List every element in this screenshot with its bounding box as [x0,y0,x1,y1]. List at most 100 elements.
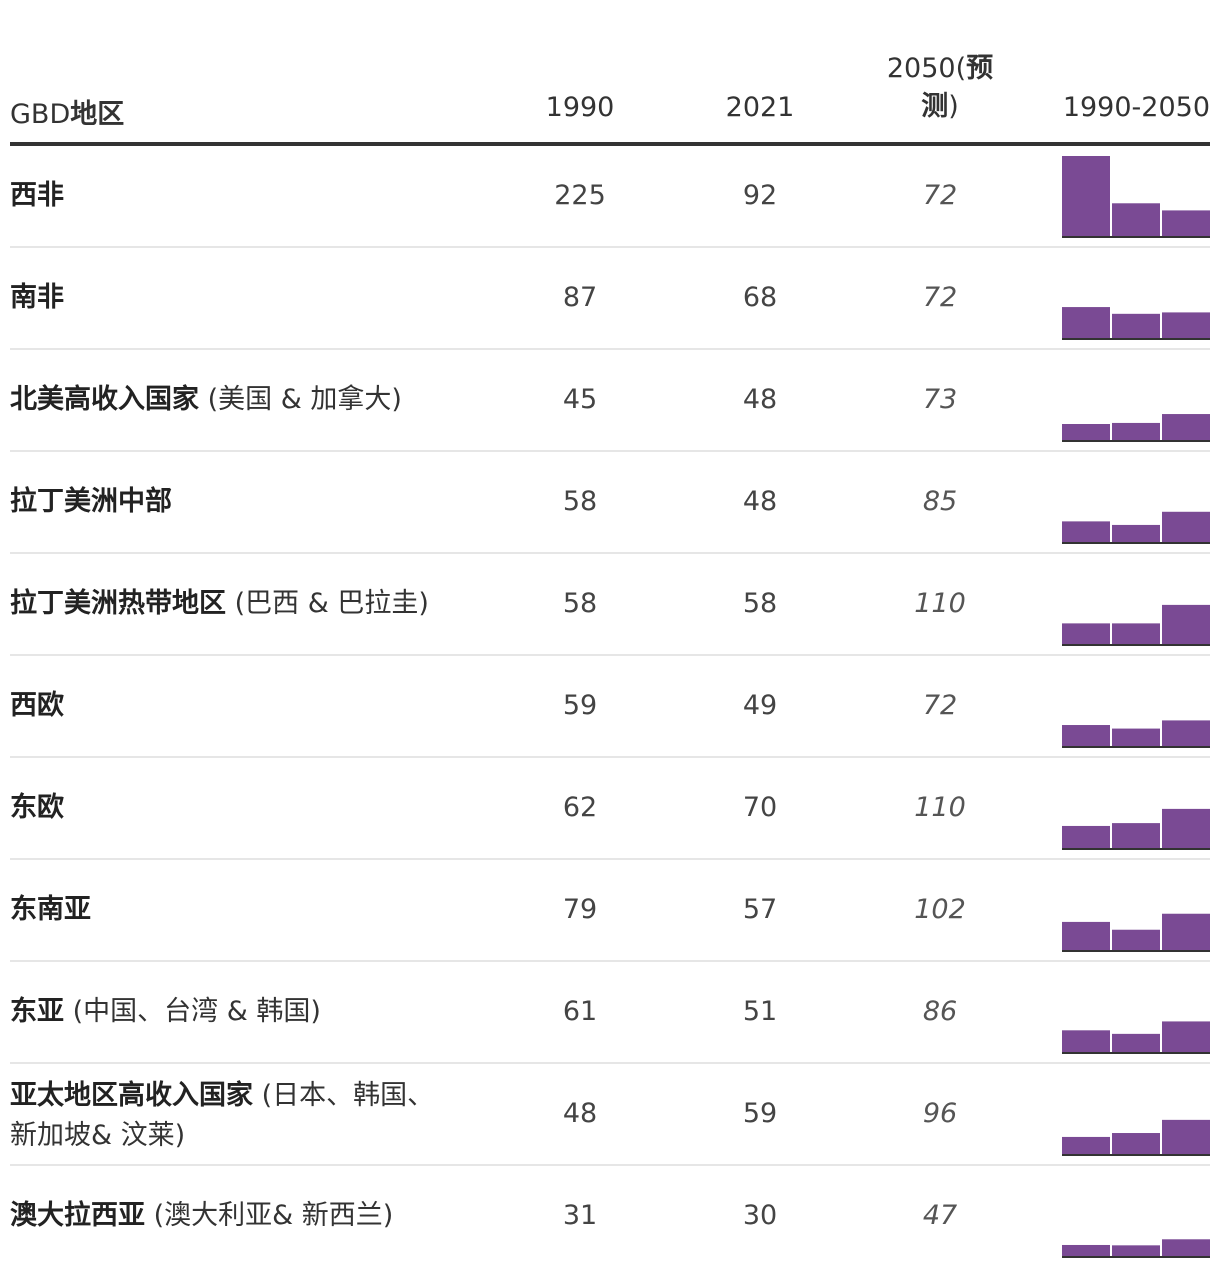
sparkline-bar-2021 [1112,203,1160,236]
sparkline-bar-1990 [1062,156,1110,236]
value-2021: 59 [742,1098,778,1129]
table-header: GBD地区 1990 2021 2050(预 测) 1990-2050 [10,0,1210,146]
header-region-cjk: 地区 [70,99,125,130]
sparkline [1062,156,1210,238]
value-2050-forecast: 72 [922,690,958,721]
sparkline-bar-2050 [1162,720,1210,746]
table-row: 南非 87 68 72 [10,248,1210,350]
sparkline-bar-2021 [1112,1245,1160,1256]
value-2050-forecast: 72 [922,282,958,313]
value-2021: 70 [742,792,778,823]
region-name: 拉丁美洲中部 [10,482,470,522]
value-1990: 225 [554,180,606,211]
region-name-main: 东亚 [10,996,64,1027]
sparkline [1062,1119,1210,1156]
region-name-main: 亚太地区高收入国家 [10,1080,253,1111]
sparkline [1062,604,1210,646]
region-name-main: 拉丁美洲中部 [10,486,172,517]
sparkline-bar-2021 [1112,524,1160,542]
sparkline-bar-1990 [1062,521,1110,542]
sparkline [1062,1239,1210,1258]
header-region: GBD地区 [10,92,124,131]
sparkline-bar-1990 [1062,1030,1110,1052]
value-2021: 48 [742,384,778,415]
sparkline [1062,307,1210,340]
sparkline-bar-2021 [1112,1033,1160,1052]
header-2050-part3: 测 [921,91,949,122]
sparkline-bar-2021 [1112,929,1160,950]
value-1990: 58 [562,486,598,517]
region-name: 北美高收入国家 (美国 & 加拿大) [10,380,470,420]
sparkline-bar-2050 [1162,604,1210,644]
header-2050-part1: 2050( [886,53,967,84]
sparkline [1062,1021,1210,1054]
sparkline-bar-2050 [1162,1119,1210,1154]
table-row: 东欧 62 70 110 [10,758,1210,860]
sparkline-bar-1990 [1062,1136,1110,1154]
region-name-detail: (日本、韩国、 [253,1080,435,1111]
table-row: 拉丁美洲热带地区 (巴西 & 巴拉圭) 58 58 110 [10,554,1210,656]
table-row: 西欧 59 49 72 [10,656,1210,758]
region-name-main: 拉丁美洲热带地区 [10,588,226,619]
sparkline-bar-2021 [1112,313,1160,338]
sparkline-bar-1990 [1062,921,1110,950]
region-name: 澳大拉西亚 (澳大利亚& 新西兰) [10,1196,470,1236]
region-name-detail: (巴西 & 巴拉圭) [226,588,429,619]
table-row: 亚太地区高收入国家 (日本、韩国、 新加坡& 汶莱) 48 59 96 [10,1064,1210,1166]
sparkline-bar-1990 [1062,725,1110,746]
value-2021: 58 [742,588,778,619]
value-2050-forecast: 96 [922,1098,958,1129]
header-region-latin: GBD [10,99,71,130]
value-1990: 61 [562,996,598,1027]
value-2050-forecast: 110 [914,588,966,619]
region-name: 拉丁美洲热带地区 (巴西 & 巴拉圭) [10,584,470,624]
table-row: 东亚 (中国、台湾 & 韩国) 61 51 86 [10,962,1210,1064]
value-2021: 68 [742,282,778,313]
region-name: 西欧 [10,686,470,726]
value-2021: 49 [742,690,778,721]
value-2050-forecast: 110 [914,792,966,823]
sparkline-bar-2021 [1112,422,1160,440]
table-row: 东南亚 79 57 102 [10,860,1210,962]
sparkline [1062,808,1210,850]
sparkline-bar-2021 [1112,623,1160,644]
sparkline-bar-2021 [1112,1133,1160,1154]
value-2050-forecast: 102 [914,894,966,925]
value-2050-forecast: 73 [922,384,958,415]
sparkline-bar-1990 [1062,623,1110,644]
sparkline-bar-2050 [1162,1021,1210,1052]
sparkline [1062,913,1210,952]
sparkline-bar-2021 [1112,728,1160,746]
header-sparkline: 1990-2050 [1062,92,1210,123]
table-row: 拉丁美洲中部 58 48 85 [10,452,1210,554]
sparkline-bar-2050 [1162,808,1210,848]
value-2050-forecast: 72 [922,180,958,211]
value-2050-forecast: 47 [922,1200,958,1231]
region-name: 东亚 (中国、台湾 & 韩国) [10,992,470,1032]
header-2050-part2: 预 [966,53,994,84]
region-name-main: 北美高收入国家 [10,384,199,415]
sparkline-bar-2050 [1162,511,1210,542]
region-name-detail: (美国 & 加拿大) [199,384,402,415]
sparkline-bar-2021 [1112,823,1160,848]
sparkline [1062,414,1210,442]
sparkline-bar-1990 [1062,307,1110,338]
value-2050-forecast: 86 [922,996,958,1027]
value-2050-forecast: 85 [922,486,958,517]
region-name-main: 西欧 [10,690,64,721]
sparkline [1062,511,1210,544]
value-2021: 92 [742,180,778,211]
value-2021: 57 [742,894,778,925]
value-1990: 45 [562,384,598,415]
region-name: 东欧 [10,788,470,828]
region-name: 南非 [10,278,470,318]
sparkline-bar-2050 [1162,414,1210,440]
value-1990: 62 [562,792,598,823]
sparkline-bar-1990 [1062,424,1110,440]
sparkline-bar-2050 [1162,312,1210,338]
region-name-detail-cont: 新加坡& 汶莱) [10,1120,186,1151]
region-name-main: 东南亚 [10,894,91,925]
region-name: 东南亚 [10,890,470,930]
value-1990: 87 [562,282,598,313]
region-name: 西非 [10,176,470,216]
